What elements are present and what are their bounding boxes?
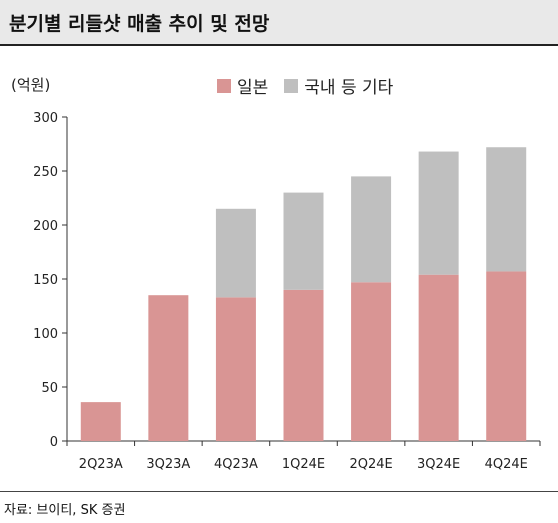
y-tick-label: 200 (33, 219, 58, 234)
legend-swatch-domestic-etc (284, 78, 299, 93)
y-tick-label: 250 (33, 165, 58, 180)
y-tick-label: 0 (50, 435, 58, 450)
y-tick-label: 50 (41, 381, 58, 396)
bar-japan (80, 402, 121, 441)
bar-domestic-etc (418, 151, 459, 275)
footer-divider (0, 491, 558, 492)
bar-domestic-etc (283, 192, 324, 290)
source-note: 자료: 브이티, SK 증권 (4, 503, 126, 518)
x-tick-label: 3Q24E (417, 457, 460, 472)
x-tick-label: 3Q23A (146, 457, 190, 472)
x-tick-label: 2Q23A (79, 457, 123, 472)
bar-japan (215, 297, 256, 441)
bar-japan (148, 295, 189, 441)
page-title: 분기별 리들샷 매출 추이 및 전망 (9, 13, 270, 35)
bar-domestic-etc (486, 147, 527, 272)
title-bar: 분기별 리들샷 매출 추이 및 전망 (0, 0, 558, 44)
y-tick-label: 150 (33, 273, 58, 288)
bar-japan (486, 271, 527, 441)
legend-swatch-japan (217, 78, 231, 93)
x-tick-label: 1Q24E (282, 457, 325, 472)
legend-item-japan: 일본 (217, 73, 268, 98)
x-tick-label: 4Q24E (485, 457, 528, 472)
y-axis-unit-label: (억원) (11, 76, 51, 94)
x-tick-label: 4Q23A (214, 457, 258, 472)
bar-japan (351, 282, 392, 441)
chart-legend: 일본 국내 등 기타 (217, 73, 409, 98)
bar-domestic-etc (215, 208, 256, 298)
x-tick-label: 2Q24E (349, 457, 392, 472)
bar-japan (418, 274, 459, 441)
legend-item-domestic-etc: 국내 등 기타 (284, 73, 393, 98)
bar-domestic-etc (351, 176, 392, 283)
y-tick-label: 100 (33, 327, 58, 342)
stacked-bar-chart: 0 50 100 150 200 250 300 2Q23A 3Q23A 4Q23A 1Q24E 2Q… (33, 111, 541, 472)
legend-label-japan: 일본 (237, 78, 269, 98)
title-divider (0, 44, 558, 46)
legend-label-domestic-etc: 국내 등 기타 (304, 78, 394, 98)
bar-japan (283, 289, 324, 441)
y-tick-label: 300 (33, 111, 58, 126)
